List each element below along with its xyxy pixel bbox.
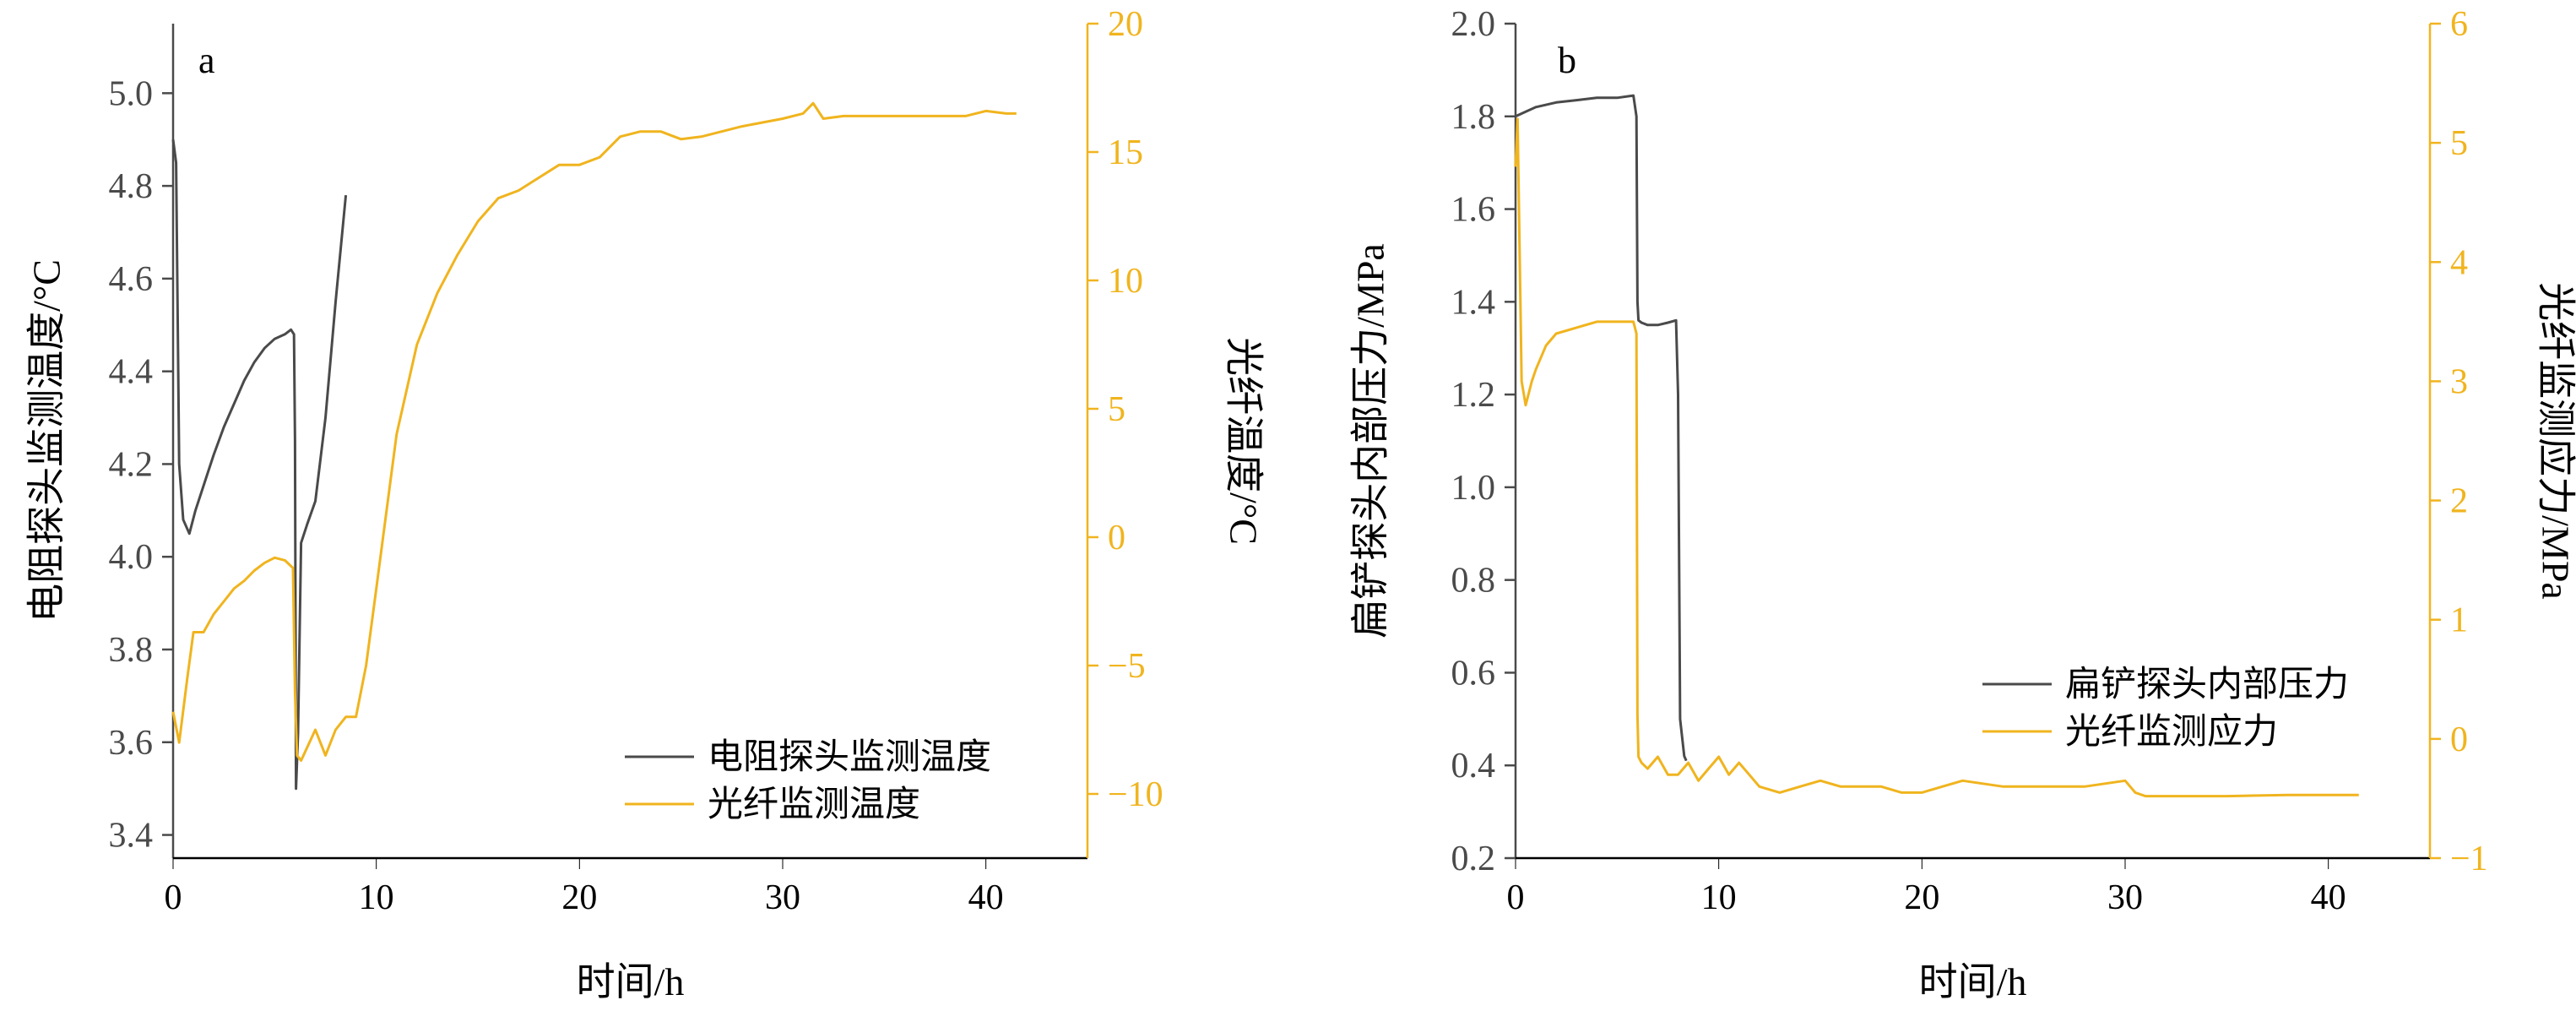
y-left-tick-label: 1.6 — [1451, 191, 1496, 230]
y-right-tick-label: 5 — [2450, 124, 2468, 163]
x-tick-label: 30 — [765, 878, 800, 917]
y-left-tick-label: 0.8 — [1451, 562, 1496, 601]
y-left-tick-label: 2.0 — [1451, 5, 1496, 44]
legend-label: 电阻探头监测温度 — [708, 738, 991, 777]
y-left-axis-label: 电阻探头监测温度/°C — [25, 259, 68, 622]
x-tick-label: 20 — [1904, 878, 1939, 917]
y-left-tick-label: 4.4 — [109, 353, 154, 392]
y-left-tick-label: 0.4 — [1451, 747, 1496, 785]
series-line — [171, 139, 348, 791]
series-line — [171, 101, 1017, 762]
chart-panel-b: 0 10 20 30 400.20.40.60.81.01.21.41.61.82.0−… — [1349, 5, 2576, 1003]
y-left-tick-label: 0.2 — [1451, 840, 1496, 878]
chart-panel-a: 0 10 20 30 40 3.4 3.6 3.8 4.0 4.2 4.4 4.6 4.8 5.0 −10 −… — [25, 5, 1266, 1003]
y-right-tick-label: 2 — [2450, 482, 2468, 521]
x-axis-label: 时间/h — [577, 960, 685, 1003]
y-right-axis-label: 光纤温度/°C — [1222, 337, 1265, 545]
y-left-tick-label: 4.8 — [109, 167, 154, 206]
x-tick-label: 30 — [2107, 878, 2143, 917]
x-tick-label: 0 — [1507, 878, 1525, 917]
y-left-tick-label: 4.6 — [109, 260, 154, 299]
series-line — [1515, 94, 1688, 762]
y-left-tick-label: 4.2 — [109, 445, 154, 484]
y-right-tick-label: 4 — [2450, 243, 2468, 282]
y-left-tick-label: 5.0 — [109, 74, 154, 113]
x-tick-label: 20 — [561, 878, 597, 917]
y-right-tick-label: −1 — [2450, 840, 2488, 878]
y-left-tick-label: 1.8 — [1451, 98, 1496, 137]
y-left-tick-label: 3.8 — [109, 631, 154, 670]
legend-label: 扁铲探头内部压力 — [2065, 666, 2349, 704]
y-right-tick-label: 6 — [2450, 5, 2468, 44]
y-right-tick-label: 1 — [2450, 601, 2468, 640]
x-tick-label: 10 — [1701, 878, 1737, 917]
y-right-tick-label: 15 — [1108, 133, 1143, 172]
series-line — [1514, 117, 2359, 798]
panel-label: b — [1558, 40, 1576, 81]
y-left-tick-label: 0.6 — [1451, 654, 1496, 693]
y-right-tick-label: 0 — [1108, 519, 1125, 557]
y-right-axis-label: 光纤监测应力/MPa — [2534, 282, 2576, 600]
legend-label: 光纤监测温度 — [708, 785, 920, 824]
y-right-tick-label: −5 — [1108, 647, 1146, 686]
x-axis-label: 时间/h — [1919, 960, 2027, 1003]
y-right-tick-label: 5 — [1108, 390, 1125, 429]
y-right-tick-label: 0 — [2450, 720, 2468, 759]
x-tick-label: 0 — [165, 878, 182, 917]
y-left-tick-label: 1.4 — [1451, 283, 1496, 322]
x-tick-label: 40 — [2311, 878, 2346, 917]
y-left-tick-label: 4.0 — [109, 538, 154, 577]
y-left-tick-label: 3.6 — [109, 724, 154, 763]
y-right-tick-label: 10 — [1108, 262, 1143, 301]
y-right-tick-label: 20 — [1108, 5, 1143, 44]
y-right-tick-label: −10 — [1108, 775, 1163, 814]
y-left-tick-label: 1.0 — [1451, 469, 1496, 508]
x-tick-label: 10 — [359, 878, 394, 917]
y-left-tick-label: 1.2 — [1451, 376, 1496, 415]
y-right-tick-label: 3 — [2450, 362, 2468, 401]
panel-label: a — [198, 40, 215, 81]
x-tick-label: 40 — [968, 878, 1004, 917]
legend-label: 光纤监测应力 — [2065, 712, 2278, 752]
y-left-axis-label: 扁铲探头内部压力/MPa — [1349, 243, 1392, 639]
y-left-tick-label: 3.4 — [109, 817, 154, 856]
